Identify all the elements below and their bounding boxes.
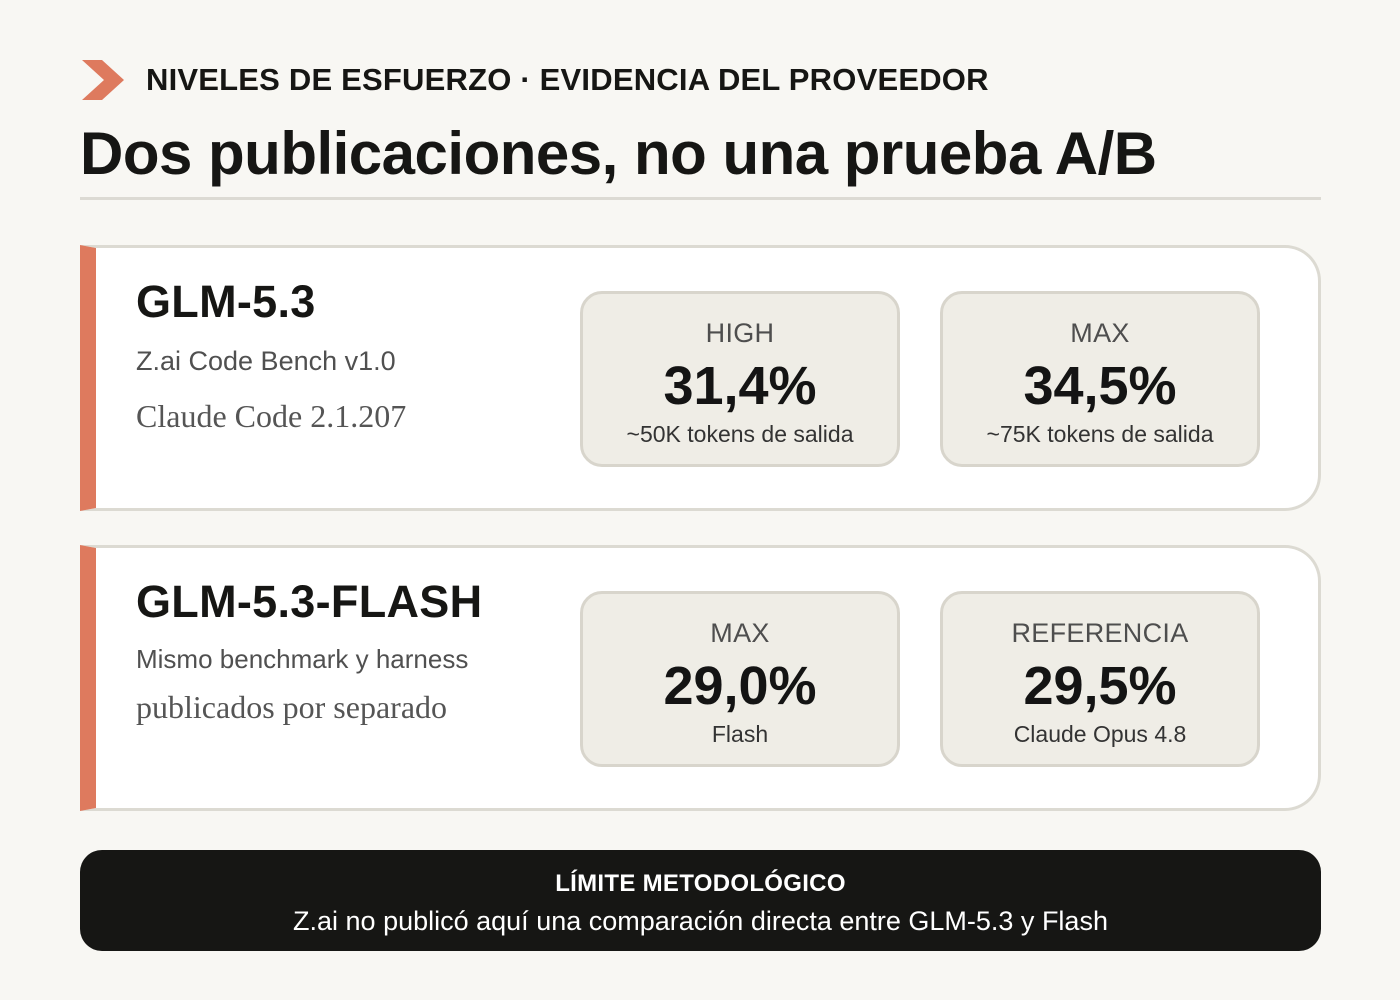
metric-label: MAX (1070, 318, 1130, 348)
metric-label: REFERENCIA (1011, 618, 1189, 648)
chevron-right-icon (82, 60, 124, 100)
model-harness: publicados por separado (136, 689, 448, 725)
page-title: Dos publicaciones, no una prueba A/B (80, 120, 1157, 187)
metric-tile: MAX 29,0% Flash (580, 591, 900, 767)
metric-value: 29,0% (663, 656, 817, 716)
model-card-glm-5-3-flash: GLM-5.3-FLASH Mismo benchmark y harness … (80, 545, 1321, 811)
banner-heading: LÍMITE METODOLÓGICO (555, 870, 846, 897)
banner-text: Z.ai no publicó aquí una comparación dir… (293, 906, 1108, 936)
model-benchmark: Mismo benchmark y harness (136, 644, 469, 674)
metric-value: 29,5% (1023, 656, 1177, 716)
metric-tile: REFERENCIA 29,5% Claude Opus 4.8 (940, 591, 1260, 767)
model-name: GLM-5.3 (136, 276, 316, 327)
eyebrow-text: NIVELES DE ESFUERZO · EVIDENCIA DEL PROV… (146, 62, 989, 97)
metric-note: Claude Opus 4.8 (1013, 721, 1187, 747)
title-divider (80, 197, 1321, 200)
metric-label: MAX (710, 618, 770, 648)
model-name: GLM-5.3-FLASH (136, 576, 483, 627)
metric-label: HIGH (705, 318, 775, 348)
model-benchmark: Z.ai Code Bench v1.0 (136, 346, 396, 376)
methodology-banner: LÍMITE METODOLÓGICO Z.ai no publicó aquí… (80, 850, 1321, 951)
metric-note: Flash (711, 721, 769, 747)
metric-tile: HIGH 31,4% ~50K tokens de salida (580, 291, 900, 467)
model-harness: Claude Code 2.1.207 (136, 398, 407, 434)
metric-tile: MAX 34,5% ~75K tokens de salida (940, 291, 1260, 467)
metric-note: ~50K tokens de salida (626, 421, 854, 447)
metric-value: 31,4% (663, 356, 817, 416)
metric-note: ~75K tokens de salida (986, 421, 1214, 447)
eyebrow: NIVELES DE ESFUERZO · EVIDENCIA DEL PROV… (80, 58, 989, 102)
metric-value: 34,5% (1023, 356, 1177, 416)
model-card-glm-5-3: GLM-5.3 Z.ai Code Bench v1.0 Claude Code… (80, 245, 1321, 511)
